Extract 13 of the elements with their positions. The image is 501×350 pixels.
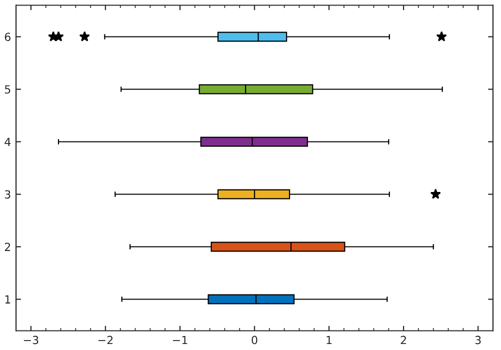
y-tick-label: 5 <box>4 85 10 94</box>
x-tick-label: 0 <box>252 336 258 344</box>
x-tick-label: 1 <box>326 336 332 344</box>
x-tick-label: −2 <box>98 336 113 344</box>
y-tick-label: 4 <box>4 138 11 146</box>
y-tick-label: 6 <box>4 32 10 42</box>
x-tick-label: 2 <box>400 336 406 344</box>
x-tick-label: −3 <box>24 336 38 344</box>
y-tick-label: 2 <box>4 242 10 251</box>
x-tick-label: −1 <box>172 336 188 344</box>
x-tick-label: 3 <box>475 336 481 344</box>
y-tick-label: 3 <box>4 190 10 199</box>
y-tick-label: 1 <box>5 295 10 304</box>
